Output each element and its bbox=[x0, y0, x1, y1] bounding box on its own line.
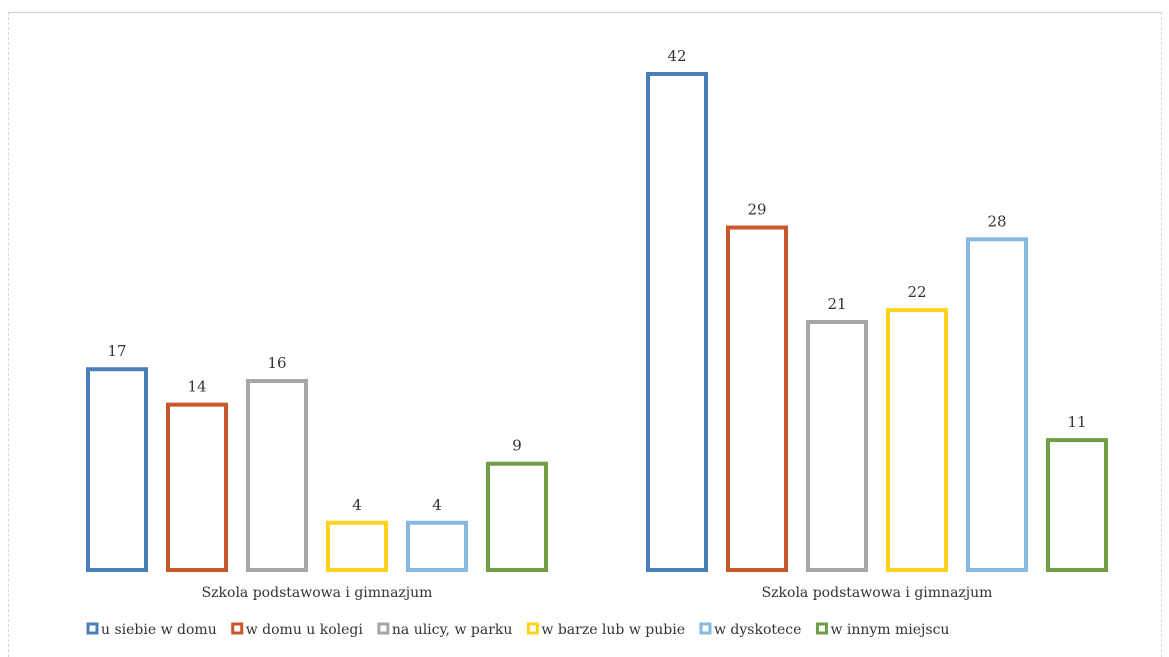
data-label: 4 bbox=[352, 496, 362, 514]
data-label: 21 bbox=[827, 295, 846, 313]
legend-swatch bbox=[86, 622, 99, 635]
data-label: 29 bbox=[747, 201, 766, 219]
legend-label: na ulicy, w parku bbox=[392, 622, 513, 638]
data-label: 17 bbox=[107, 342, 126, 360]
legend-label: w dyskotece bbox=[714, 622, 801, 638]
bar bbox=[806, 319, 868, 572]
bar bbox=[966, 237, 1028, 572]
data-label: 9 bbox=[512, 437, 522, 455]
legend-swatch bbox=[377, 622, 390, 635]
legend-label: w domu u kolegi bbox=[246, 622, 364, 638]
legend-label: w barze lub w pubie bbox=[541, 622, 685, 638]
category-label: Szkola podstawowa i gimnazjum bbox=[202, 585, 433, 601]
data-label: 11 bbox=[1067, 413, 1086, 431]
bar bbox=[326, 520, 388, 573]
data-label: 22 bbox=[907, 283, 926, 301]
bar bbox=[246, 379, 308, 573]
data-label: 16 bbox=[267, 354, 286, 372]
bar bbox=[726, 225, 788, 572]
data-label: 14 bbox=[187, 378, 206, 396]
legend-swatch bbox=[699, 622, 712, 635]
bar bbox=[166, 402, 228, 572]
data-label: 28 bbox=[987, 212, 1006, 230]
legend-label: u siebie w domu bbox=[101, 622, 217, 638]
legend-swatch bbox=[231, 622, 244, 635]
bar bbox=[86, 367, 148, 573]
legend-label: w innym miejscu bbox=[830, 622, 949, 638]
bar bbox=[486, 461, 548, 572]
data-label: 42 bbox=[667, 47, 686, 65]
legend-swatch bbox=[815, 622, 828, 635]
bar bbox=[886, 308, 948, 572]
bar bbox=[406, 520, 468, 573]
chart-frame bbox=[8, 12, 1162, 657]
data-label: 4 bbox=[432, 496, 442, 514]
category-label: Szkola podstawowa i gimnazjum bbox=[762, 585, 993, 601]
bar bbox=[1046, 438, 1108, 572]
legend-swatch bbox=[526, 622, 539, 635]
bar bbox=[646, 71, 708, 572]
